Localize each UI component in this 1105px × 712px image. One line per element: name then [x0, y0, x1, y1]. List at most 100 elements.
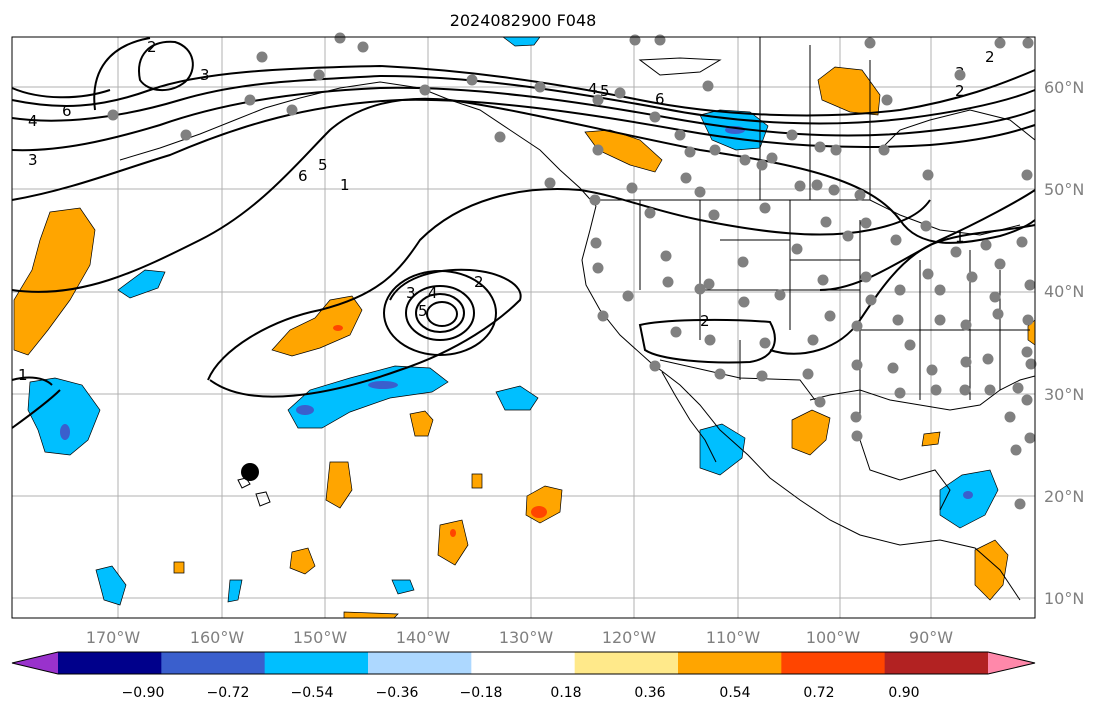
- station-dot: [1024, 432, 1036, 444]
- colorbar-tick-label: −0.36: [376, 685, 419, 701]
- colorbar-segment: [678, 652, 782, 674]
- station-dot: [357, 41, 369, 53]
- station-dot: [703, 278, 715, 290]
- lon-label: 90°W: [909, 628, 953, 647]
- station-dot: [597, 310, 609, 322]
- station-dot: [960, 319, 972, 331]
- station-dot: [786, 129, 798, 141]
- station-dot: [954, 69, 966, 81]
- station-dot: [1021, 346, 1033, 358]
- colorbar-extend-low: [12, 652, 58, 674]
- station-dot: [984, 384, 996, 396]
- colorbar-segment: [781, 652, 886, 674]
- colorbar-segment: [884, 652, 989, 674]
- station-dot: [694, 186, 706, 198]
- station-dot: [494, 131, 506, 143]
- station-dot: [756, 159, 768, 171]
- station-dot: [649, 360, 661, 372]
- station-dot: [794, 180, 806, 192]
- station-dot: [694, 283, 706, 295]
- colorbar-segment: [58, 652, 162, 674]
- station-dot: [1016, 236, 1028, 248]
- contour-labels: 1 2 2 3 3 3 4 4 5 5 6 6 6 2 1 2 3 4 5 1 …: [18, 38, 995, 384]
- lat-label: 20°N: [1044, 487, 1084, 506]
- station-dot: [791, 243, 803, 255]
- colorbar-segment: [161, 652, 266, 674]
- colorbar-tick-label: −0.72: [207, 685, 250, 701]
- colorbar-tick-label: 0.36: [634, 685, 665, 701]
- station-dot: [980, 239, 992, 251]
- station-dot: [592, 144, 604, 156]
- colorbar-tick-label: 0.54: [719, 685, 750, 701]
- station-dot: [1021, 169, 1033, 181]
- station-dot: [989, 291, 1001, 303]
- contour-label: 4: [28, 112, 38, 130]
- lon-label: 130°W: [499, 628, 554, 647]
- station-dot: [894, 284, 906, 296]
- station-dot: [959, 384, 971, 396]
- station-dot: [680, 172, 692, 184]
- station-dot: [662, 276, 674, 288]
- station-dot: [892, 314, 904, 326]
- station-dot: [934, 284, 946, 296]
- station-dot: [934, 314, 946, 326]
- lat-label: 10°N: [1044, 589, 1084, 608]
- station-dot: [334, 32, 346, 44]
- station-dot: [419, 84, 431, 96]
- contour-label: 6: [655, 90, 665, 108]
- station-dot: [992, 308, 1004, 320]
- station-dot: [759, 337, 771, 349]
- station-dot: [756, 370, 768, 382]
- positive-shading: [13, 66, 1036, 619]
- contour-label: 6: [298, 167, 308, 185]
- station-dot: [802, 368, 814, 380]
- lat-label: 40°N: [1044, 282, 1084, 301]
- station-dot: [1010, 444, 1022, 456]
- lon-label: 170°W: [86, 628, 141, 647]
- lon-label: 100°W: [806, 628, 861, 647]
- station-dot: [922, 169, 934, 181]
- colorbar-tick-label: 0.18: [550, 685, 581, 701]
- colorbar-labels: −0.90 −0.72 −0.54 −0.36 −0.18 0.18 0.36 …: [122, 685, 920, 701]
- station-dot: [1022, 37, 1034, 49]
- station-dot: [714, 368, 726, 380]
- station-dot: [824, 310, 836, 322]
- station-dot: [1022, 314, 1034, 326]
- colorbar-tick-label: 0.90: [888, 685, 919, 701]
- station-dot: [709, 144, 721, 156]
- station-dot: [670, 326, 682, 338]
- station-dot: [860, 217, 872, 229]
- station-dot: [313, 69, 325, 81]
- station-dot: [737, 256, 749, 268]
- station-dot: [1024, 279, 1036, 291]
- positive-shading-strong: [333, 325, 547, 537]
- lat-label: 50°N: [1044, 180, 1084, 199]
- lon-label: 160°W: [190, 628, 245, 647]
- station-dot: [674, 129, 686, 141]
- station-dot: [920, 220, 932, 232]
- station-dot: [922, 268, 934, 280]
- station-dot: [887, 362, 899, 374]
- station-dot: [926, 364, 938, 376]
- station-dot: [890, 234, 902, 246]
- station-dot: [738, 296, 750, 308]
- station-dot: [851, 430, 863, 442]
- station-dot: [244, 94, 256, 106]
- lat-label: 60°N: [1044, 78, 1084, 97]
- station-dot: [592, 262, 604, 274]
- station-dot: [1014, 498, 1026, 510]
- contour-label: 1: [18, 366, 28, 384]
- lon-label: 110°W: [706, 628, 761, 647]
- station-dot: [994, 258, 1006, 270]
- station-dot: [854, 189, 866, 201]
- station-dot: [649, 111, 661, 123]
- contour-label: 6: [62, 102, 72, 120]
- station-dot: [820, 216, 832, 228]
- station-dot: [828, 184, 840, 196]
- colorbar-segment: [574, 652, 679, 674]
- station-dot: [811, 179, 823, 191]
- station-dot: [817, 274, 829, 286]
- station-dot: [644, 207, 656, 219]
- station-dot: [930, 384, 942, 396]
- longitude-labels: 170°W 160°W 150°W 140°W 130°W 120°W 110°…: [86, 628, 953, 647]
